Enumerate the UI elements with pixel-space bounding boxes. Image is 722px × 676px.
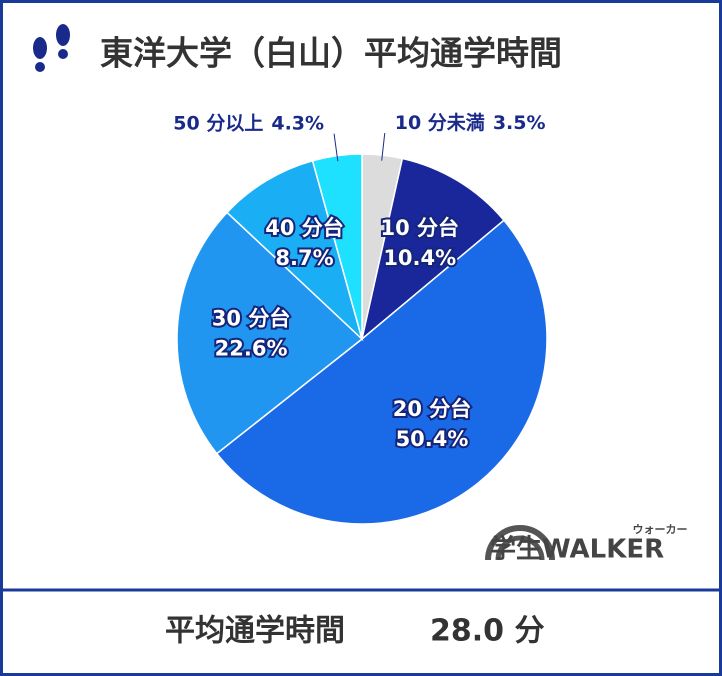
chart-title: 東洋大学（白山）平均通学時間 (100, 34, 562, 73)
leader-line (381, 132, 386, 161)
pie-slice (360, 157, 505, 341)
slice-value-label: 4.3% (271, 112, 324, 134)
footprints-icon (33, 24, 70, 72)
logo-ruby: ウォーカー (633, 523, 688, 536)
slice-category-label: 10 分未満 (395, 111, 485, 134)
slice-value-label: 50.4% (396, 427, 469, 451)
leader-line (333, 133, 339, 162)
slice-category-label: 40 分台 (265, 216, 344, 240)
outside-label: 10 分未満 3.5% (395, 111, 546, 134)
logo-text: 学生WALKER (490, 534, 664, 565)
pie-slice (176, 211, 364, 455)
slice-category-label: 30 分台 (212, 306, 291, 330)
slice-category-label: 20 分台 (393, 397, 472, 421)
slice-value-label: 10.4% (383, 246, 456, 270)
logo: 学生WALKER ウォーカー (485, 523, 688, 565)
slice-category-label: 50 分以上 (173, 112, 263, 134)
slice-category-label: 10 分台 (380, 216, 459, 240)
footer-value: 28.0 分 (430, 614, 544, 649)
outside-label: 50 分以上 4.3% (173, 112, 324, 134)
slice-value-label: 3.5% (493, 112, 546, 134)
slice-value-label: 8.7% (275, 246, 333, 270)
pie-slice (225, 159, 364, 342)
pie-slice (215, 219, 548, 525)
slice-value-label: 22.6% (215, 336, 288, 360)
footer-label: 平均通学時間 (165, 614, 345, 649)
